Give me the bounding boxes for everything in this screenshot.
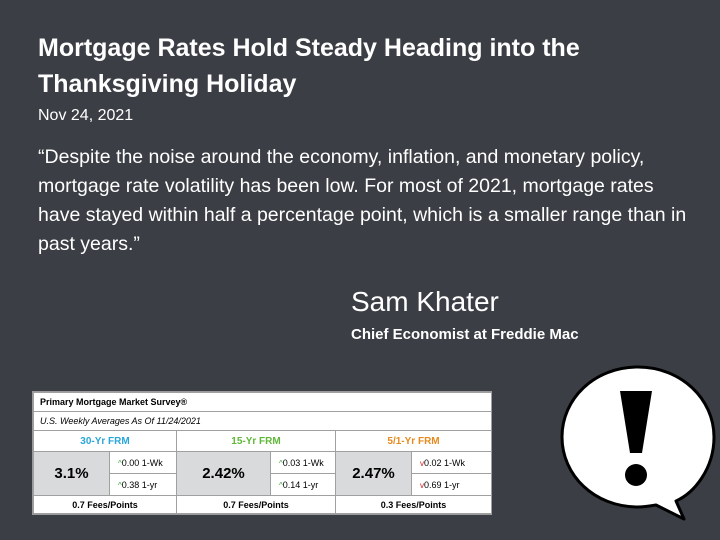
quote-text: “Despite the noise around the economy, i… bbox=[38, 146, 687, 255]
fees-30yr: 0.7 Fees/Points bbox=[33, 495, 177, 514]
down-arrow-icon: v bbox=[420, 458, 424, 468]
rate-5-1yr: 2.47% bbox=[335, 451, 412, 496]
up-arrow-icon: ^ bbox=[118, 480, 122, 490]
speaker-name: Sam Khater bbox=[351, 286, 499, 317]
change-15yr-year: ^0.14 1-yr bbox=[270, 473, 336, 496]
exclamation-speech-bubble-icon bbox=[560, 365, 716, 521]
slide-date: Nov 24, 2021 bbox=[38, 107, 134, 124]
product-header-15yr: 15-Yr FRM bbox=[176, 430, 336, 452]
rate-15yr: 2.42% bbox=[176, 451, 271, 496]
product-header-30yr: 30-Yr FRM bbox=[33, 430, 177, 452]
change-30yr-year: ^0.38 1-yr bbox=[109, 473, 177, 496]
mortgage-survey-table: Primary Mortgage Market Survey® U.S. Wee… bbox=[32, 391, 493, 515]
down-arrow-icon: v bbox=[420, 480, 424, 490]
speaker-role: Chief Economist at Freddie Mac bbox=[351, 326, 579, 343]
rate-30yr: 3.1% bbox=[33, 451, 110, 496]
change-30yr-week: ^0.00 1-Wk bbox=[109, 451, 177, 474]
up-arrow-icon: ^ bbox=[279, 480, 283, 490]
change-15yr-week: ^0.03 1-Wk bbox=[270, 451, 336, 474]
up-arrow-icon: ^ bbox=[279, 458, 283, 468]
fees-15yr: 0.7 Fees/Points bbox=[176, 495, 336, 514]
survey-subtitle: U.S. Weekly Averages As Of 11/24/2021 bbox=[32, 411, 493, 431]
survey-title: Primary Mortgage Market Survey® bbox=[32, 392, 493, 412]
up-arrow-icon: ^ bbox=[118, 458, 122, 468]
fees-5-1yr: 0.3 Fees/Points bbox=[334, 495, 493, 514]
change-5-1yr-year: v0.69 1-yr bbox=[410, 473, 493, 496]
slide-title: Mortgage Rates Hold Steady Heading into … bbox=[38, 34, 580, 98]
change-5-1yr-week: v0.02 1-Wk bbox=[410, 451, 493, 474]
product-header-5-1yr: 5/1-Yr FRM bbox=[334, 430, 493, 452]
